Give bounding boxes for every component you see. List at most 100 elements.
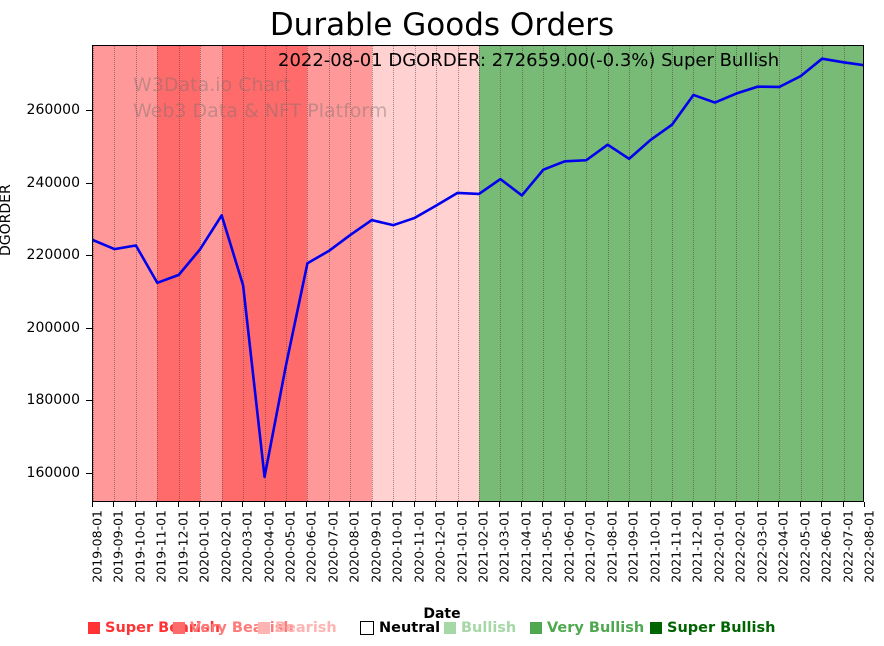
gridline-vertical (243, 46, 245, 501)
gridline-vertical (629, 46, 631, 501)
x-tick-mark (671, 502, 672, 507)
x-tick-label: 2021-10-01 (647, 510, 663, 583)
x-tick-label: 2020-10-01 (389, 510, 405, 583)
x-tick-label: 2022-02-01 (732, 510, 748, 583)
x-tick-label: 2021-01-01 (454, 510, 470, 583)
x-tick-label: 2020-04-01 (261, 510, 277, 583)
x-tick-mark (649, 502, 651, 507)
y-tick-mark (86, 327, 92, 329)
gridline-vertical (286, 46, 287, 501)
legend: Super Bearish Very Bearish Bearish Neutral B… (0, 620, 884, 644)
plot-area[interactable]: W3Data.io Chart Web3 Data & NFT Platform (92, 45, 864, 502)
x-tick-mark (778, 502, 780, 507)
x-tick-label: 2022-07-01 (840, 510, 856, 583)
x-tick-label: 2022-04-01 (775, 510, 791, 583)
gridline-vertical (500, 46, 502, 501)
gridline-vertical (800, 46, 802, 501)
gridline-vertical (414, 46, 416, 501)
x-tick-mark (92, 502, 93, 507)
x-tick-label: 2021-08-01 (604, 510, 620, 583)
gridline-vertical (157, 46, 159, 501)
legend-item-neutral[interactable]: Neutral (360, 620, 440, 636)
gridline-vertical (586, 46, 588, 501)
legend-swatch-icon (173, 622, 185, 634)
gridline-vertical (393, 46, 395, 501)
y-axis: 160000 180000 200000 220000 240000 260000 (0, 0, 92, 646)
legend-item-bullish[interactable]: Bullish (444, 620, 516, 636)
legend-swatch-icon (444, 622, 456, 634)
x-tick-mark (285, 502, 286, 507)
legend-label: Super Bearish (105, 620, 220, 636)
gridline-vertical (672, 46, 673, 501)
x-tick-label: 2022-08-01 (861, 510, 877, 583)
legend-item-super-bullish[interactable]: Super Bullish (650, 620, 775, 636)
y-tick-mark (86, 110, 92, 112)
x-tick-mark (713, 502, 715, 507)
x-tick-mark (199, 502, 201, 507)
gridline-vertical (264, 46, 266, 501)
x-tick-mark (392, 502, 394, 507)
x-axis-label: Date (423, 606, 461, 622)
x-tick-mark (542, 502, 544, 507)
gridline-vertical (200, 46, 202, 501)
legend-item-very-bullish[interactable]: Very Bullish (530, 620, 644, 636)
x-tick-label: 2020-07-01 (325, 510, 341, 583)
x-tick-label: 2019-12-01 (175, 510, 191, 583)
x-axis: 2019-08-01 2019-09-01 2019-10-01 2019-11-01… (0, 502, 884, 612)
gridline-vertical (736, 46, 738, 501)
gridline-vertical (93, 46, 94, 501)
x-tick-label: 2021-05-01 (539, 510, 555, 583)
x-tick-mark (628, 502, 630, 507)
x-tick-mark (842, 502, 844, 507)
band-very-bearish-4 (307, 46, 372, 501)
x-tick-label: 2020-12-01 (432, 510, 448, 583)
x-tick-mark (756, 502, 758, 507)
gridline-vertical (693, 46, 695, 501)
x-tick-mark (799, 502, 801, 507)
x-tick-mark (242, 502, 244, 507)
x-tick-mark (563, 502, 565, 507)
gridline-vertical (543, 46, 545, 501)
y-tick-label: 200000 (26, 319, 80, 336)
x-tick-mark (864, 502, 865, 507)
x-tick-label: 2020-09-01 (368, 510, 384, 583)
x-tick-label: 2022-06-01 (818, 510, 834, 583)
gridline-vertical (457, 46, 459, 501)
vertical-gridlines (93, 46, 863, 501)
x-tick-label: 2019-08-01 (89, 510, 105, 583)
band-very-bearish-0 (93, 46, 158, 501)
legend-swatch-icon (88, 622, 100, 634)
gridline-vertical (350, 46, 352, 501)
gridline-vertical (221, 46, 223, 501)
condition-bands (93, 46, 863, 501)
legend-swatch-icon (360, 621, 374, 635)
x-tick-label: 2019-11-01 (153, 510, 169, 583)
x-tick-label: 2020-05-01 (282, 510, 298, 583)
x-tick-mark (520, 502, 522, 507)
series-line-dgorder (93, 57, 863, 479)
gridline-vertical (564, 46, 566, 501)
gridline-vertical (779, 46, 781, 501)
legend-label: Super Bullish (667, 620, 776, 636)
legend-item-bearish[interactable]: Bearish (258, 620, 337, 636)
band-very-bullish-6 (479, 46, 863, 501)
gridline-vertical (479, 46, 480, 501)
x-tick-label: 2021-09-01 (625, 510, 641, 583)
x-tick-mark (435, 502, 437, 507)
x-tick-label: 2020-11-01 (411, 510, 427, 583)
y-tick-mark (86, 400, 92, 402)
legend-label: Very Bullish (547, 620, 645, 636)
gridline-vertical (436, 46, 438, 501)
x-tick-mark (821, 502, 823, 507)
gridline-vertical (521, 46, 523, 501)
gridline-vertical (607, 46, 609, 501)
band-very-bearish-2 (200, 46, 222, 501)
legend-item-super-bearish[interactable]: Super Bearish (88, 620, 220, 636)
x-tick-label: 2021-07-01 (582, 510, 598, 583)
x-tick-mark (156, 502, 158, 507)
gridline-vertical (822, 46, 824, 501)
y-tick-label: 180000 (26, 392, 80, 409)
x-tick-label: 2022-03-01 (754, 510, 770, 583)
x-tick-mark (456, 502, 458, 507)
x-tick-mark (499, 502, 501, 507)
